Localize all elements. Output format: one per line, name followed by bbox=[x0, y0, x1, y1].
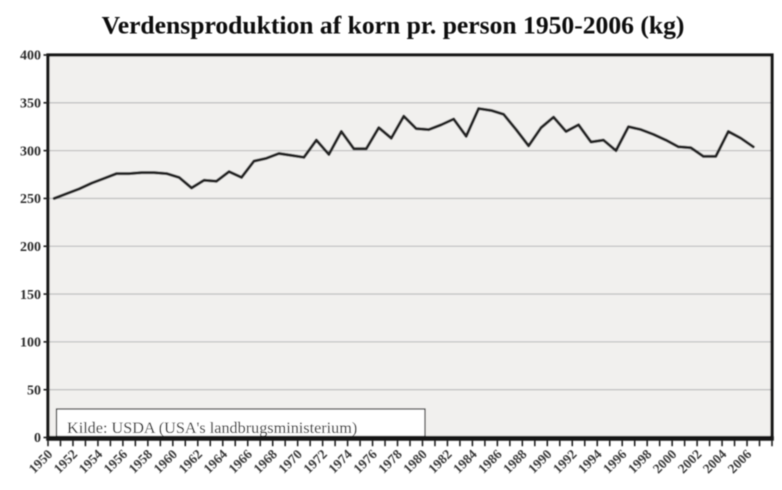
source-note-box bbox=[55, 408, 426, 438]
x-axis-label-1990: 1990 bbox=[525, 446, 555, 476]
y-axis-label-0: 0 bbox=[34, 431, 41, 446]
x-axis-label-1962: 1962 bbox=[175, 446, 205, 476]
x-axis-label-1986: 1986 bbox=[475, 446, 505, 476]
x-axis-label-1964: 1964 bbox=[200, 446, 230, 476]
x-axis-label-1980: 1980 bbox=[400, 446, 430, 476]
x-axis-label-1978: 1978 bbox=[375, 446, 405, 476]
x-axis-label-1968: 1968 bbox=[250, 446, 280, 476]
x-axis-label-1974: 1974 bbox=[325, 446, 355, 476]
x-axis-label-1976: 1976 bbox=[350, 446, 380, 476]
chart-title: Verdensproduktion af korn pr. person 195… bbox=[102, 11, 685, 40]
x-axis-label-1958: 1958 bbox=[126, 446, 156, 476]
y-axis-label-150: 150 bbox=[20, 288, 41, 303]
x-axis-label-1952: 1952 bbox=[51, 446, 81, 476]
x-axis-label-1960: 1960 bbox=[150, 446, 180, 476]
chart-plot-area: 0 50 100 150 200 250 300 350 400 1950195219541956… bbox=[20, 49, 774, 476]
x-axis-label-1992: 1992 bbox=[550, 446, 580, 476]
y-axis-label-250: 250 bbox=[20, 192, 41, 207]
y-axis-label-200: 200 bbox=[20, 240, 41, 255]
x-axis-label-1956: 1956 bbox=[101, 446, 131, 476]
y-axis-label-400: 400 bbox=[20, 49, 41, 64]
x-axis-label-1996: 1996 bbox=[600, 446, 630, 476]
x-axis-label-1988: 1988 bbox=[500, 446, 530, 476]
x-axis-label-1984: 1984 bbox=[450, 446, 480, 476]
x-axis-label-1970: 1970 bbox=[275, 446, 305, 476]
x-axis-label-1994: 1994 bbox=[575, 446, 605, 476]
x-axis-label-2006: 2006 bbox=[725, 446, 755, 476]
y-axis-label-100: 100 bbox=[20, 336, 41, 351]
x-axis-label-2000: 2000 bbox=[650, 446, 680, 476]
data-line bbox=[52, 107, 755, 200]
x-axis-label-1998: 1998 bbox=[625, 446, 655, 476]
y-axis-label-350: 350 bbox=[20, 97, 41, 112]
x-axis-label-1982: 1982 bbox=[425, 446, 455, 476]
source-note: Kilde: USDA (USA's landbrugsministerium) bbox=[67, 419, 357, 437]
x-axis-label-1954: 1954 bbox=[76, 446, 106, 476]
y-axis-label-50: 50 bbox=[27, 383, 41, 398]
y-axis-label-300: 300 bbox=[20, 144, 41, 159]
x-axis-label-1950: 1950 bbox=[26, 446, 56, 476]
x-axis-label-2004: 2004 bbox=[700, 446, 730, 476]
x-axis-label-2002: 2002 bbox=[675, 446, 705, 476]
x-axis-label-1966: 1966 bbox=[225, 446, 255, 476]
x-axis-label-1972: 1972 bbox=[300, 446, 330, 476]
